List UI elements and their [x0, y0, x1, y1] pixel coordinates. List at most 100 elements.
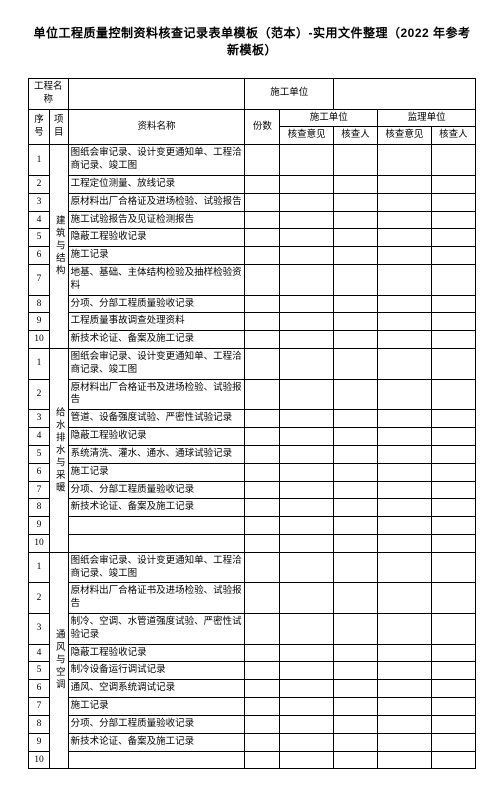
copies-cell	[245, 264, 280, 295]
opinion-cell	[378, 229, 432, 247]
opinion-cell	[280, 662, 334, 680]
person-cell	[333, 534, 377, 552]
person-cell	[431, 481, 475, 499]
table-row: 7分项、分部工程质量验收记录	[29, 481, 476, 499]
opinion-cell	[378, 463, 432, 481]
person-cell	[431, 193, 475, 211]
table-row: 4隐蔽工程验收记录	[29, 428, 476, 446]
person-cell	[431, 680, 475, 698]
item-cell: 建筑与结构	[49, 145, 68, 349]
project-value	[68, 79, 245, 110]
opinion-cell	[280, 211, 334, 229]
person-cell	[431, 145, 475, 176]
opinion-cell	[280, 349, 334, 380]
person-cell	[431, 313, 475, 331]
opinion-cell	[378, 295, 432, 313]
copies-cell	[245, 379, 280, 410]
docname-cell: 地基、基础、主体结构检验及抽样检验资料	[68, 264, 245, 295]
seq-cell: 4	[29, 428, 50, 446]
docname-cell: 分项、分部工程质量验收记录	[68, 481, 245, 499]
opinion-cell	[378, 428, 432, 446]
seq-cell: 6	[29, 247, 50, 265]
opinion-cell	[378, 499, 432, 517]
person-cell	[333, 175, 377, 193]
docname-cell: 新技术论证、备案及施工记录	[68, 331, 245, 349]
opinion-cell	[378, 534, 432, 552]
docname-cell: 管道、设备强度试验、严密性试验记录	[68, 410, 245, 428]
docname-cell: 施工记录	[68, 247, 245, 265]
seq-cell: 9	[29, 733, 50, 751]
person-cell	[333, 445, 377, 463]
opinion-cell	[280, 175, 334, 193]
person-cell	[333, 662, 377, 680]
docname-cell: 新技术论证、备案及施工记录	[68, 733, 245, 751]
person-cell	[333, 295, 377, 313]
seq-cell: 8	[29, 295, 50, 313]
docname-cell: 施工试验报告及见证检测报告	[68, 211, 245, 229]
seq-cell: 2	[29, 583, 50, 614]
copies-cell	[245, 445, 280, 463]
opinion-cell	[280, 313, 334, 331]
opinion-cell	[378, 445, 432, 463]
copies-cell	[245, 583, 280, 614]
item-label: 给水排水与采暖	[52, 407, 65, 495]
hdr-seq: 序号	[29, 109, 50, 145]
hdr-copies: 份数	[245, 109, 280, 145]
page-title: 单位工程质量控制资料核查记录表单模板（范本）-实用文件整理（2022 年参考新模…	[28, 24, 476, 58]
contractor-value	[333, 79, 475, 110]
opinion-cell	[378, 175, 432, 193]
docname-cell: 工程定位测量、放线记录	[68, 175, 245, 193]
opinion-cell	[280, 680, 334, 698]
copies-cell	[245, 534, 280, 552]
table-row: 1通风与空调图纸会审记录、设计变更通知单、工程洽商记录、竣工图	[29, 552, 476, 583]
table-row: 7地基、基础、主体结构检验及抽样检验资料	[29, 264, 476, 295]
opinion-cell	[280, 264, 334, 295]
table-row: 3管道、设备强度试验、严密性试验记录	[29, 410, 476, 428]
seq-cell: 6	[29, 680, 50, 698]
table-row: 10	[29, 751, 476, 769]
seq-cell: 8	[29, 499, 50, 517]
project-label: 工程名称	[29, 79, 69, 110]
person-cell	[431, 247, 475, 265]
seq-cell: 10	[29, 331, 50, 349]
copies-cell	[245, 644, 280, 662]
main-table: 工程名称 施工单位 序号 项目 资料名称 份数 施工单位 监理单位 核查意见 核…	[28, 78, 476, 769]
opinion-cell	[378, 733, 432, 751]
person-cell	[431, 614, 475, 645]
person-cell	[431, 211, 475, 229]
table-row: 2原材料出厂合格证书及进场检验、试验报告	[29, 379, 476, 410]
seq-cell: 4	[29, 644, 50, 662]
docname-cell: 新技术论证、备案及施工记录	[68, 499, 245, 517]
item-cell: 通风与空调	[49, 552, 68, 769]
docname-cell: 图纸会审记录、设计变更通知单、工程洽商记录、竣工图	[68, 145, 245, 176]
docname-cell: 隐蔽工程验收记录	[68, 644, 245, 662]
person-cell	[431, 264, 475, 295]
seq-cell: 2	[29, 379, 50, 410]
person-cell	[333, 583, 377, 614]
opinion-cell	[280, 331, 334, 349]
docname-cell: 图纸会审记录、设计变更通知单、工程洽商记录、竣工图	[68, 349, 245, 380]
person-cell	[333, 247, 377, 265]
docname-cell: 系统清洗、灌水、通水、通球试验记录	[68, 445, 245, 463]
docname-cell: 原材料出厂合格证书及进场检验、试验报告	[68, 583, 245, 614]
table-row: 4施工试验报告及见证检测报告	[29, 211, 476, 229]
opinion-cell	[378, 264, 432, 295]
seq-cell: 10	[29, 751, 50, 769]
opinion-cell	[378, 517, 432, 535]
person-cell	[431, 175, 475, 193]
copies-cell	[245, 247, 280, 265]
person-cell	[431, 379, 475, 410]
item-cell: 给水排水与采暖	[49, 349, 68, 553]
person-cell	[333, 614, 377, 645]
person-cell	[431, 295, 475, 313]
person-cell	[431, 733, 475, 751]
opinion-cell	[378, 410, 432, 428]
person-cell	[431, 583, 475, 614]
copies-cell	[245, 463, 280, 481]
table-row: 8分项、分部工程质量验收记录	[29, 715, 476, 733]
opinion-cell	[280, 517, 334, 535]
copies-cell	[245, 229, 280, 247]
copies-cell	[245, 193, 280, 211]
opinion-cell	[280, 751, 334, 769]
copies-cell	[245, 428, 280, 446]
